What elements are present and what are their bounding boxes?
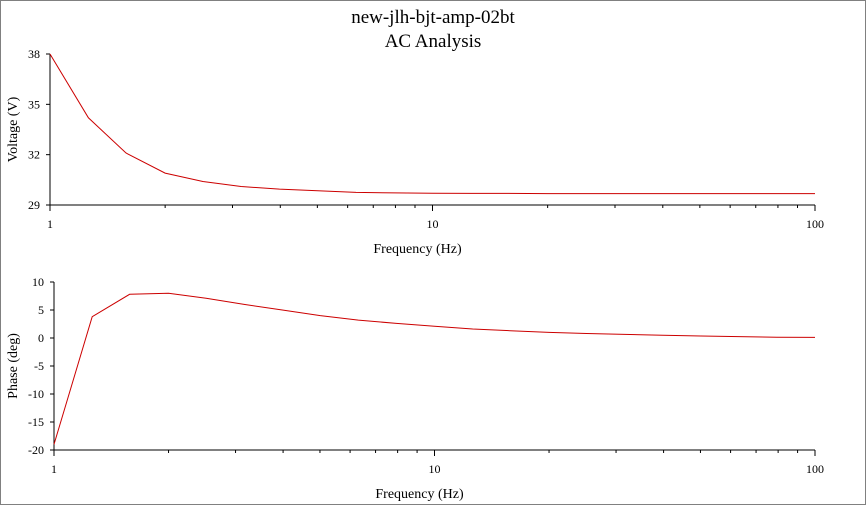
y-tick-label: -20: [28, 443, 44, 457]
y-tick-label: -15: [28, 415, 44, 429]
voltage-series-line: [49, 53, 815, 195]
chart-title-line1: new-jlh-bjt-amp-02bt: [351, 7, 515, 28]
y-tick-label: 29: [28, 198, 40, 212]
y-tick-label: 32: [28, 148, 40, 162]
x-tick-label: 100: [806, 217, 824, 231]
x-tick-label: 10: [429, 462, 441, 476]
voltage-panel: 29 32 35 38 1 10 100 Frequency (Hz) Voltage (V): [6, 47, 824, 257]
x-tick-label: 100: [806, 462, 824, 476]
x-tick-label: 1: [51, 462, 57, 476]
y-tick-label: 10: [32, 275, 44, 289]
y-tick-label: 0: [38, 331, 44, 345]
y-tick-label: -10: [28, 387, 44, 401]
x-tick-label: 10: [427, 217, 439, 231]
y-axis-label: Phase (deg): [6, 333, 21, 399]
y-tick-label: 35: [28, 97, 40, 111]
phase-panel: 10 5 0 -5 -10 -15 -20 1 10 100 Frequency (Hz) Phase…: [6, 275, 824, 502]
chart-title-line2: AC Analysis: [385, 31, 482, 52]
phase-series-line: [53, 292, 816, 445]
x-tick-label: 1: [47, 217, 53, 231]
y-axis-label: Voltage (V): [6, 96, 21, 162]
y-tick-label: 38: [28, 47, 40, 61]
y-tick-label: -5: [34, 359, 44, 373]
y-tick-label: 5: [38, 303, 44, 317]
x-axis-label: Frequency (Hz): [373, 242, 462, 257]
x-axis-label: Frequency (Hz): [375, 487, 464, 502]
